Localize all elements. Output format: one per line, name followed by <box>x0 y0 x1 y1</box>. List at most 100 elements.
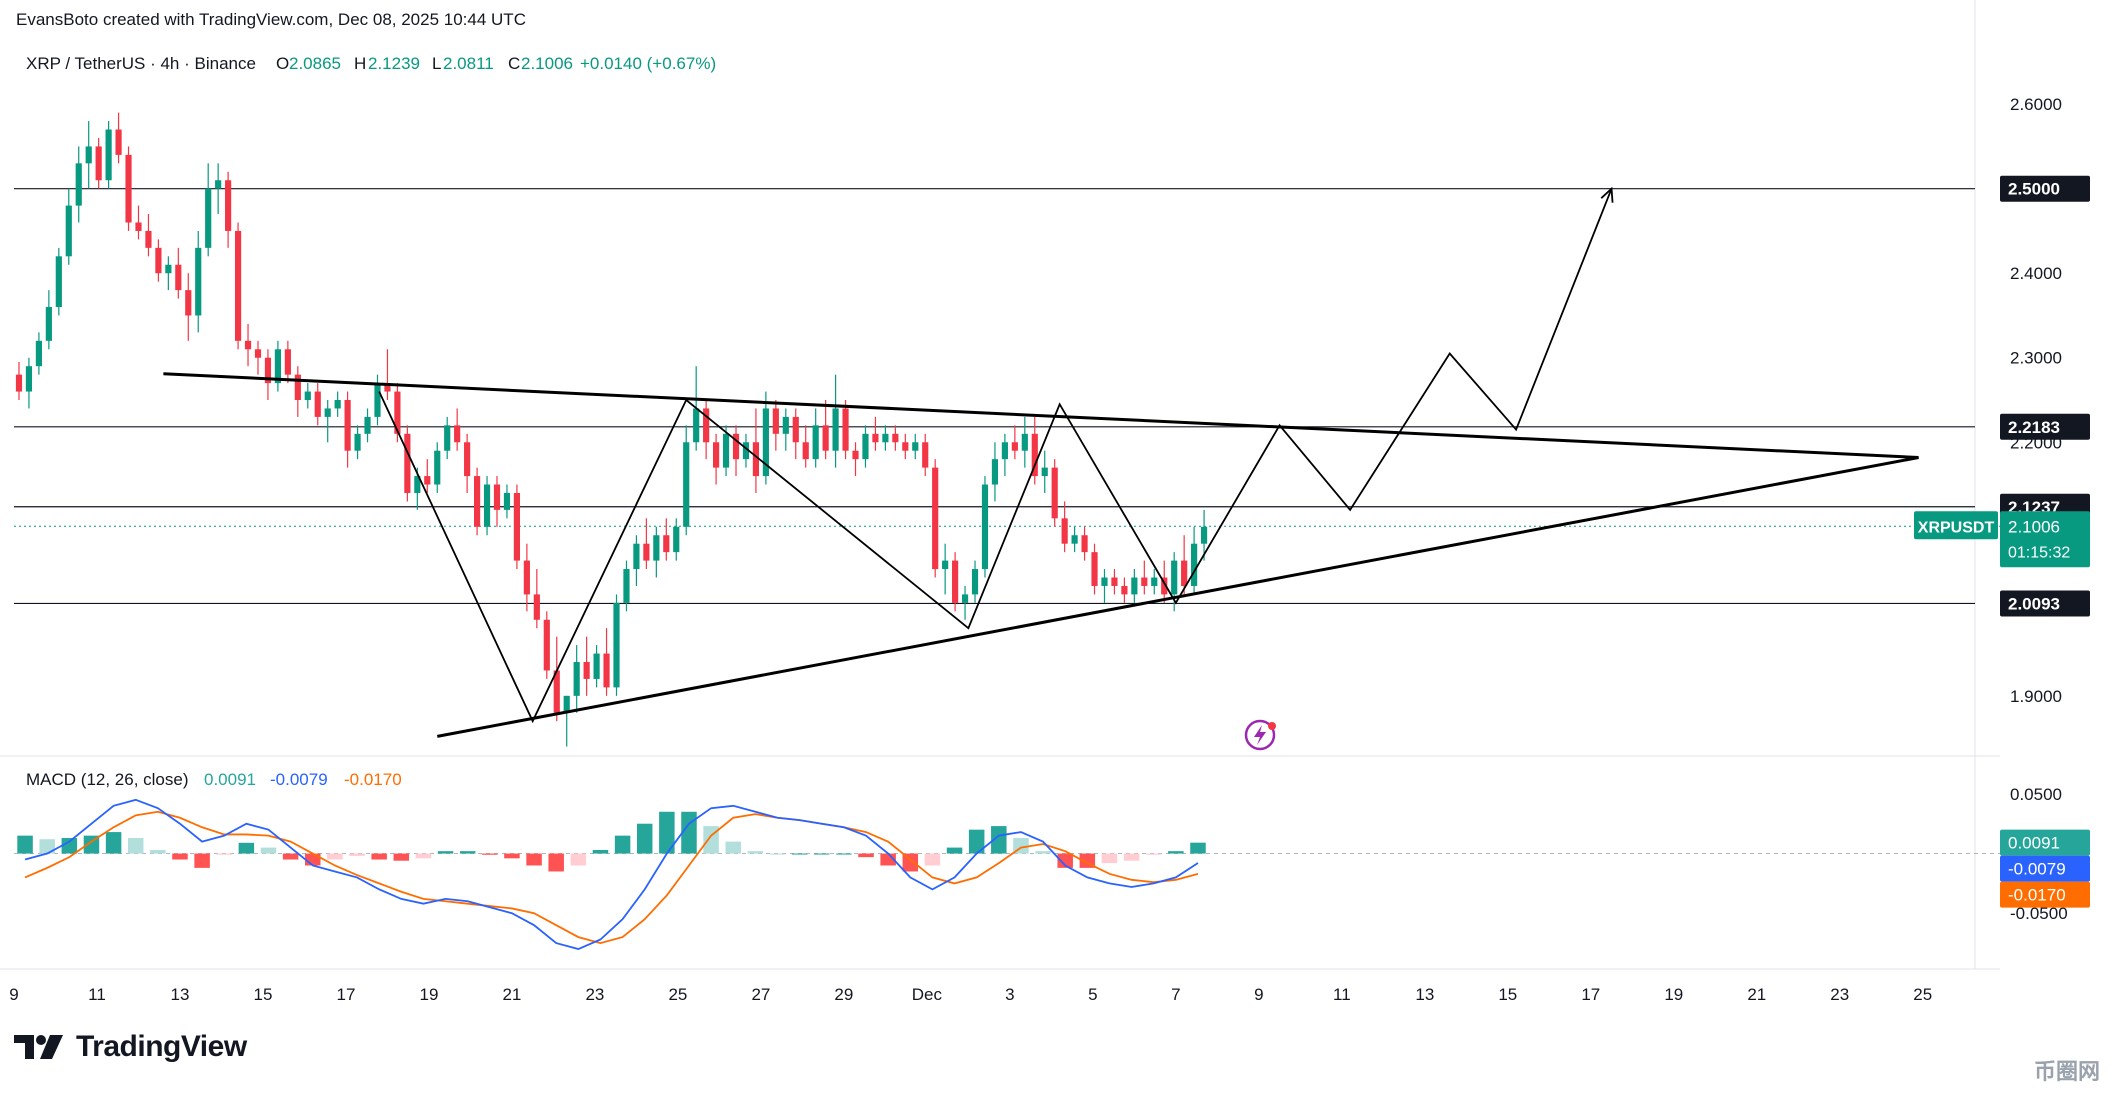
candle-body <box>35 340 42 367</box>
x-tick-label: 19 <box>1664 985 1683 1004</box>
macd-signal-line <box>24 810 1199 944</box>
macd-hist-bar <box>17 835 33 854</box>
last-price-label: 2.1006 <box>2008 517 2060 536</box>
macd-hist-bar <box>1101 853 1118 864</box>
candle-body <box>254 349 262 358</box>
candle <box>185 273 192 341</box>
x-tick-label: 15 <box>254 985 273 1004</box>
macd-hist-bar <box>371 853 387 860</box>
x-tick-label: 5 <box>1088 985 1097 1004</box>
candle-body <box>703 408 710 443</box>
candle <box>45 290 52 350</box>
macd-hist-bar <box>570 853 587 866</box>
candle <box>822 400 829 460</box>
macd-hist-bar <box>260 847 277 854</box>
candle-body <box>294 374 301 400</box>
candle-body <box>623 569 630 603</box>
candle <box>543 611 550 679</box>
candle-body <box>762 408 769 477</box>
candle-body <box>1171 560 1178 595</box>
macd-value-bg <box>2000 881 2090 908</box>
macd-tick-label: 0.0500 <box>2010 785 2062 804</box>
candle-body <box>932 467 939 570</box>
macd-hist-bar <box>725 841 741 854</box>
candle <box>115 112 122 164</box>
candle-body <box>882 433 889 443</box>
candle <box>304 383 311 409</box>
candle-body <box>593 653 600 679</box>
candle <box>404 425 411 502</box>
candle-body <box>15 374 23 392</box>
attribution-text: EvansBoto created with TradingView.com, … <box>16 10 526 29</box>
price-tick-label: 2.4000 <box>2010 264 2062 283</box>
candle <box>225 171 232 248</box>
candle-body <box>603 653 610 688</box>
candle <box>553 636 560 722</box>
x-tick-label: Dec <box>912 985 943 1004</box>
candle <box>912 433 919 460</box>
low-value: 2.0811 <box>443 54 494 73</box>
candle <box>384 349 391 400</box>
candle <box>533 569 540 629</box>
drawings <box>163 186 1919 738</box>
candle <box>623 560 630 612</box>
candle <box>374 374 381 426</box>
candle-body <box>1181 560 1188 586</box>
x-tick-label: 13 <box>1415 985 1434 1004</box>
candle <box>932 459 939 578</box>
x-tick-label: 27 <box>751 985 770 1004</box>
macd-hist-bar <box>902 853 919 872</box>
candle-body <box>553 670 560 713</box>
macd-hist-bar <box>791 853 808 855</box>
macd-pane <box>14 798 2000 950</box>
candle <box>1021 416 1028 468</box>
candle <box>483 476 491 536</box>
high-value: 2.1239 <box>368 54 420 73</box>
close-label: C <box>508 54 520 73</box>
candle <box>284 340 291 384</box>
candle-body <box>912 442 919 451</box>
candle-body <box>752 442 760 477</box>
last-price-bg <box>2000 511 2090 568</box>
candle <box>424 459 431 493</box>
candle-body <box>1001 442 1008 460</box>
trendline-ascending <box>436 456 1919 738</box>
macd-hist-bar <box>393 853 410 861</box>
x-tick-label: 9 <box>1254 985 1263 1004</box>
candle <box>344 391 351 468</box>
candle-body <box>1101 577 1108 586</box>
macd-hist-bar <box>924 853 941 866</box>
symbol-legend: XRP / TetherUS · 4h · Binance O 2.0865 H… <box>26 54 716 73</box>
candle <box>653 526 660 578</box>
candle-body <box>434 450 441 485</box>
candle <box>981 476 989 578</box>
symbol-name: XRP / TetherUS · 4h · Binance <box>26 54 256 73</box>
candle-body <box>354 433 361 451</box>
candle-body <box>802 442 809 460</box>
candle-body <box>563 695 570 713</box>
macd-hist-bar <box>1057 853 1073 868</box>
candle-body <box>832 408 839 451</box>
lightning-alert-icon[interactable] <box>1244 719 1276 751</box>
candle-body <box>742 442 750 460</box>
tradingview-logo[interactable]: TradingView <box>14 1030 247 1064</box>
candle-body <box>95 146 102 181</box>
x-tick-label: 23 <box>1830 985 1849 1004</box>
macd-hist-bar <box>172 853 188 860</box>
level-label-bg <box>2000 413 2090 440</box>
candle <box>65 188 72 265</box>
price-tick-label: 1.9000 <box>2010 687 2062 706</box>
macd-hist-bar <box>1168 851 1184 854</box>
candle <box>713 433 720 485</box>
candle <box>802 425 809 468</box>
macd-hist-bar <box>194 853 210 868</box>
macd-hist-bar <box>61 838 78 854</box>
candle <box>1200 509 1208 561</box>
x-tick-label: 3 <box>1005 985 1014 1004</box>
candle-body <box>523 560 530 595</box>
candle <box>195 230 202 333</box>
candle-body <box>1131 577 1138 595</box>
close-value: 2.1006 <box>521 54 573 73</box>
candle-body <box>454 425 461 443</box>
